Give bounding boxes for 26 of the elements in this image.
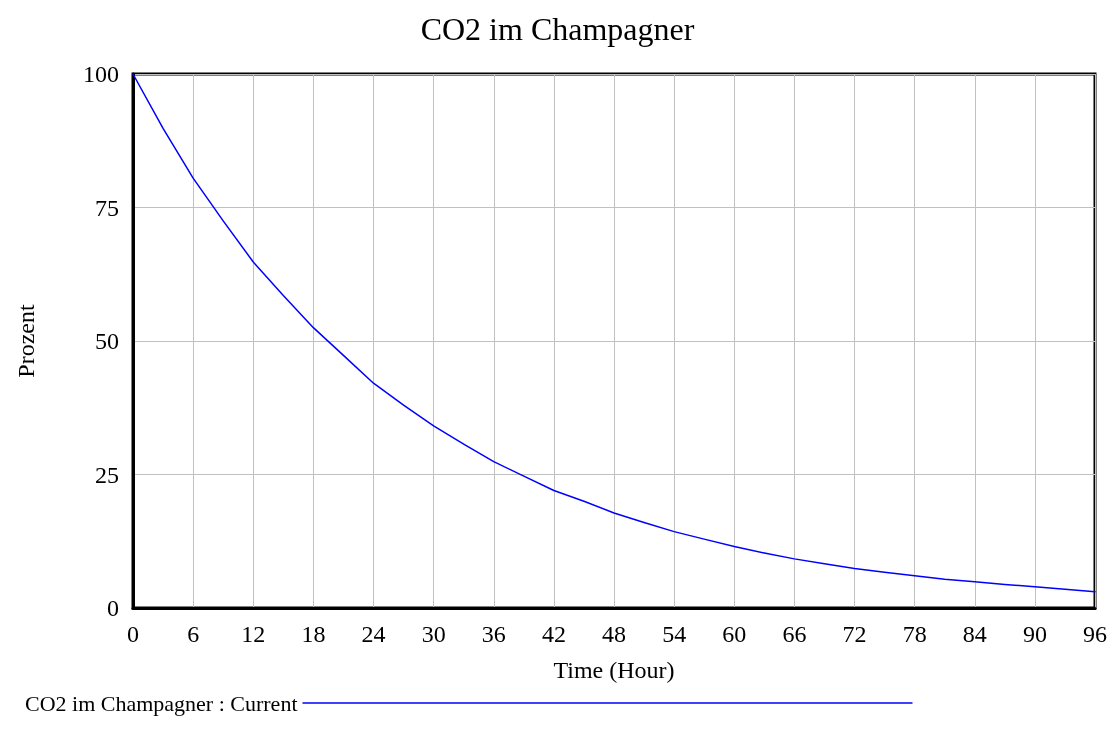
- x-tick-label: 6: [187, 621, 200, 647]
- y-tick-label: 100: [83, 61, 119, 87]
- x-tick-label: 42: [541, 621, 566, 647]
- x-tick-label: 0: [127, 621, 139, 647]
- x-tick-label: 12: [241, 621, 266, 647]
- x-tick-label: 30: [421, 621, 446, 647]
- y-axis-title: Prozent: [13, 304, 39, 378]
- x-tick-label: 54: [662, 621, 687, 647]
- y-tick-label: 25: [95, 461, 119, 488]
- x-tick-label: 48: [602, 621, 626, 647]
- chart-title: CO2 im Champagner: [420, 11, 695, 47]
- x-tick-label: 60: [722, 621, 747, 647]
- y-tick-label: 75: [95, 194, 119, 221]
- x-tick-label: 66: [782, 621, 807, 647]
- x-tick-label: 24: [361, 621, 386, 647]
- x-axis-title: Time (Hour): [553, 657, 675, 683]
- text: CO2 im Champagner : Current: [24, 690, 298, 716]
- y-tick-label: 50: [95, 328, 119, 354]
- x-tick-label: 36: [481, 621, 506, 647]
- x-tick-label: 96: [1083, 621, 1107, 647]
- y-tick-label: 0: [107, 595, 119, 621]
- x-tick-label: 84: [962, 621, 987, 647]
- x-tick-label: 18: [301, 621, 326, 647]
- x-tick-label: 72: [842, 621, 867, 647]
- x-tick-label: 78: [902, 621, 927, 647]
- x-tick-label: 90: [1022, 621, 1047, 647]
